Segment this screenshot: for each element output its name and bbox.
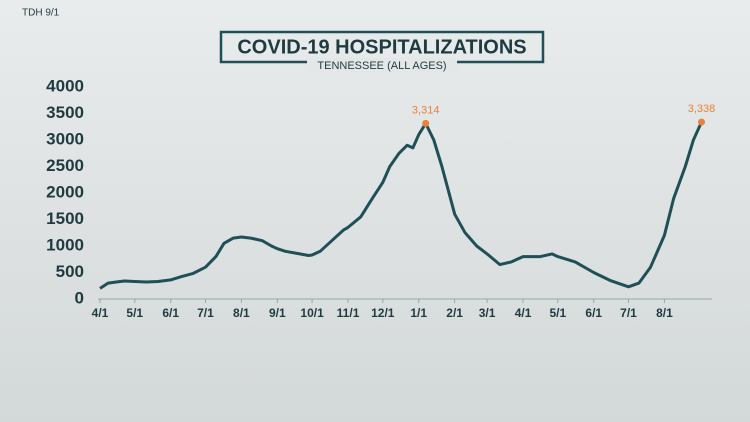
annotation-label: 3,314 (412, 104, 440, 116)
source-label: TDH 9/1 (22, 8, 60, 19)
subtitle-bg (307, 58, 457, 72)
x-tick-label: 4/1 (92, 306, 109, 320)
x-tick-label: 5/1 (126, 306, 143, 320)
x-tick-label: 1/1 (410, 306, 427, 320)
x-tick-label: 5/1 (549, 306, 566, 320)
chart-subtitle: TENNESSEE (ALL AGES) (317, 60, 446, 72)
x-tick-label: 7/1 (197, 306, 214, 320)
y-tick-label: 3500 (46, 103, 84, 122)
y-tick-label: 1000 (46, 235, 84, 254)
x-tick-label: 4/1 (515, 306, 532, 320)
y-tick-label: 1500 (46, 209, 84, 228)
x-tick-label: 6/1 (585, 306, 602, 320)
x-tick-label: 8/1 (656, 306, 673, 320)
annotation-label: 3,338 (688, 103, 716, 115)
x-tick-label: 10/1 (300, 306, 324, 320)
y-tick-label: 0 (75, 288, 84, 307)
y-tick-label: 3000 (46, 129, 84, 148)
y-tick-label: 500 (56, 262, 84, 281)
x-tick-label: 11/1 (337, 306, 360, 320)
annotation-dot (422, 119, 430, 127)
y-tick-label: 2500 (46, 156, 84, 175)
x-tick-label: 9/1 (269, 306, 286, 320)
x-tick-label: 8/1 (233, 306, 250, 320)
chart-title: COVID-19 HOSPITALIZATIONS (237, 36, 526, 58)
annotation-dot (698, 118, 706, 126)
data-line (99, 121, 703, 290)
x-tick-label: 7/1 (620, 306, 637, 320)
y-tick-label: 2000 (46, 182, 84, 201)
y-tick-label: 4000 (46, 76, 84, 95)
x-tick-label: 3/1 (479, 306, 496, 320)
x-tick-label: 12/1 (371, 306, 395, 320)
x-tick-label: 6/1 (162, 306, 179, 320)
x-tick-label: 2/1 (446, 306, 463, 320)
